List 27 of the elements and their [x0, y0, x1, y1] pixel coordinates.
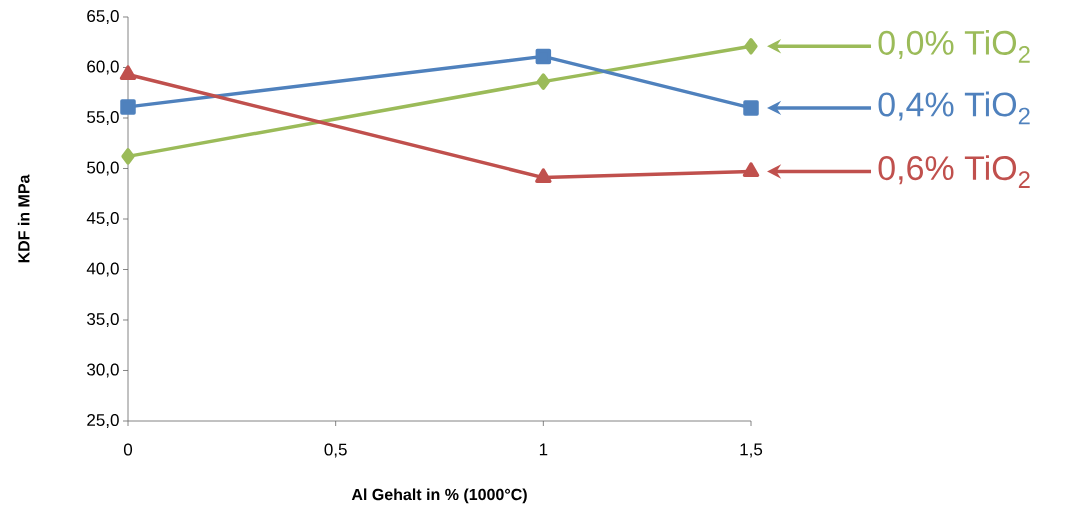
point	[744, 38, 758, 55]
point	[742, 162, 760, 178]
y-tick-label: 35,0	[87, 312, 119, 328]
y-tick-label: 25,0	[87, 413, 119, 429]
point	[535, 48, 552, 65]
x-axis-title: Al Gehalt in % (1000°C)	[351, 488, 527, 504]
point	[119, 65, 137, 81]
point	[120, 99, 136, 115]
y-tick-label: 45,0	[86, 211, 119, 227]
point	[536, 73, 550, 90]
y-tick-label: 50,0	[87, 161, 119, 176]
point	[121, 148, 135, 165]
point	[743, 100, 759, 116]
x-tick-label: 1	[539, 443, 548, 456]
y-tick-label: 40,0	[86, 262, 119, 277]
point	[535, 168, 552, 184]
x-tick-label: 0	[123, 443, 133, 456]
y-tick-label: 65,0	[87, 9, 119, 25]
legend-label: 0,0% TiO$_{2}$	[878, 29, 1030, 63]
x-tick-label: 1,5	[740, 443, 763, 458]
y-tick-label: 55,0	[87, 110, 119, 126]
y-tick-label: 30,0	[87, 363, 119, 378]
y-tick-label: 60,0	[87, 60, 119, 75]
y-axis-title: KDF in MPa	[17, 174, 30, 263]
legend-label: 0,6% TiO$_{2}$	[878, 155, 1030, 188]
x-tick-label: 0,5	[324, 443, 347, 458]
legend-label: 0,4% TiO$_{2}$	[878, 91, 1030, 125]
